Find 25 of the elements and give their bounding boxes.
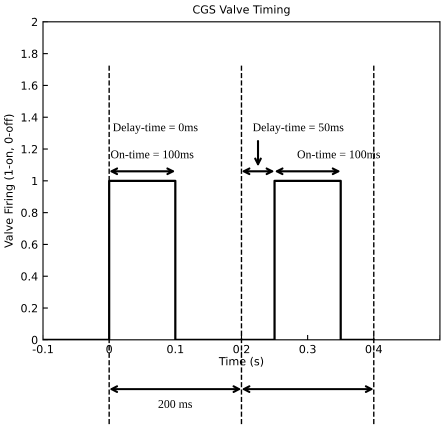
y-tick-label: 1.6	[22, 81, 38, 90]
text: 200 ms	[158, 400, 192, 408]
y-tick-label: 0.2	[21, 304, 38, 312]
y-tick-label: 1	[32, 176, 38, 186]
x-tick-label: 0.2	[233, 344, 250, 354]
y-tick-label: 0.6	[21, 240, 38, 249]
chart-title: CGS Valve Timing	[193, 5, 290, 16]
x-tick-label: 0.1	[167, 344, 184, 354]
x-axis-title: Time (s)	[218, 356, 264, 367]
y-tick-label: 1.4	[22, 113, 38, 122]
annotation: Delay-time = 50ms	[252, 122, 344, 134]
annotation: On-time = 100ms	[110, 150, 194, 158]
annotation: On-time = 100ms	[298, 150, 380, 158]
y-tick-label: 1.8	[22, 50, 38, 58]
y-tick-label: 1.2	[22, 145, 38, 154]
x-tick-label: 0.3	[300, 344, 316, 354]
annotation: Delay-time = 0ms	[113, 122, 198, 134]
x-tick-label: 0.4	[366, 344, 382, 354]
y-tick-label: 2	[32, 18, 38, 26]
y-tick-label: 0.8	[21, 208, 38, 218]
y-axis-title: Valve Firing (1-on, 0-off)	[4, 114, 15, 248]
y-tick-label: 0.4	[21, 272, 38, 281]
x-tick-label: 0	[106, 344, 112, 354]
y-tick-label: 0	[32, 336, 38, 344]
x-tick-label: -0.1	[32, 344, 53, 354]
